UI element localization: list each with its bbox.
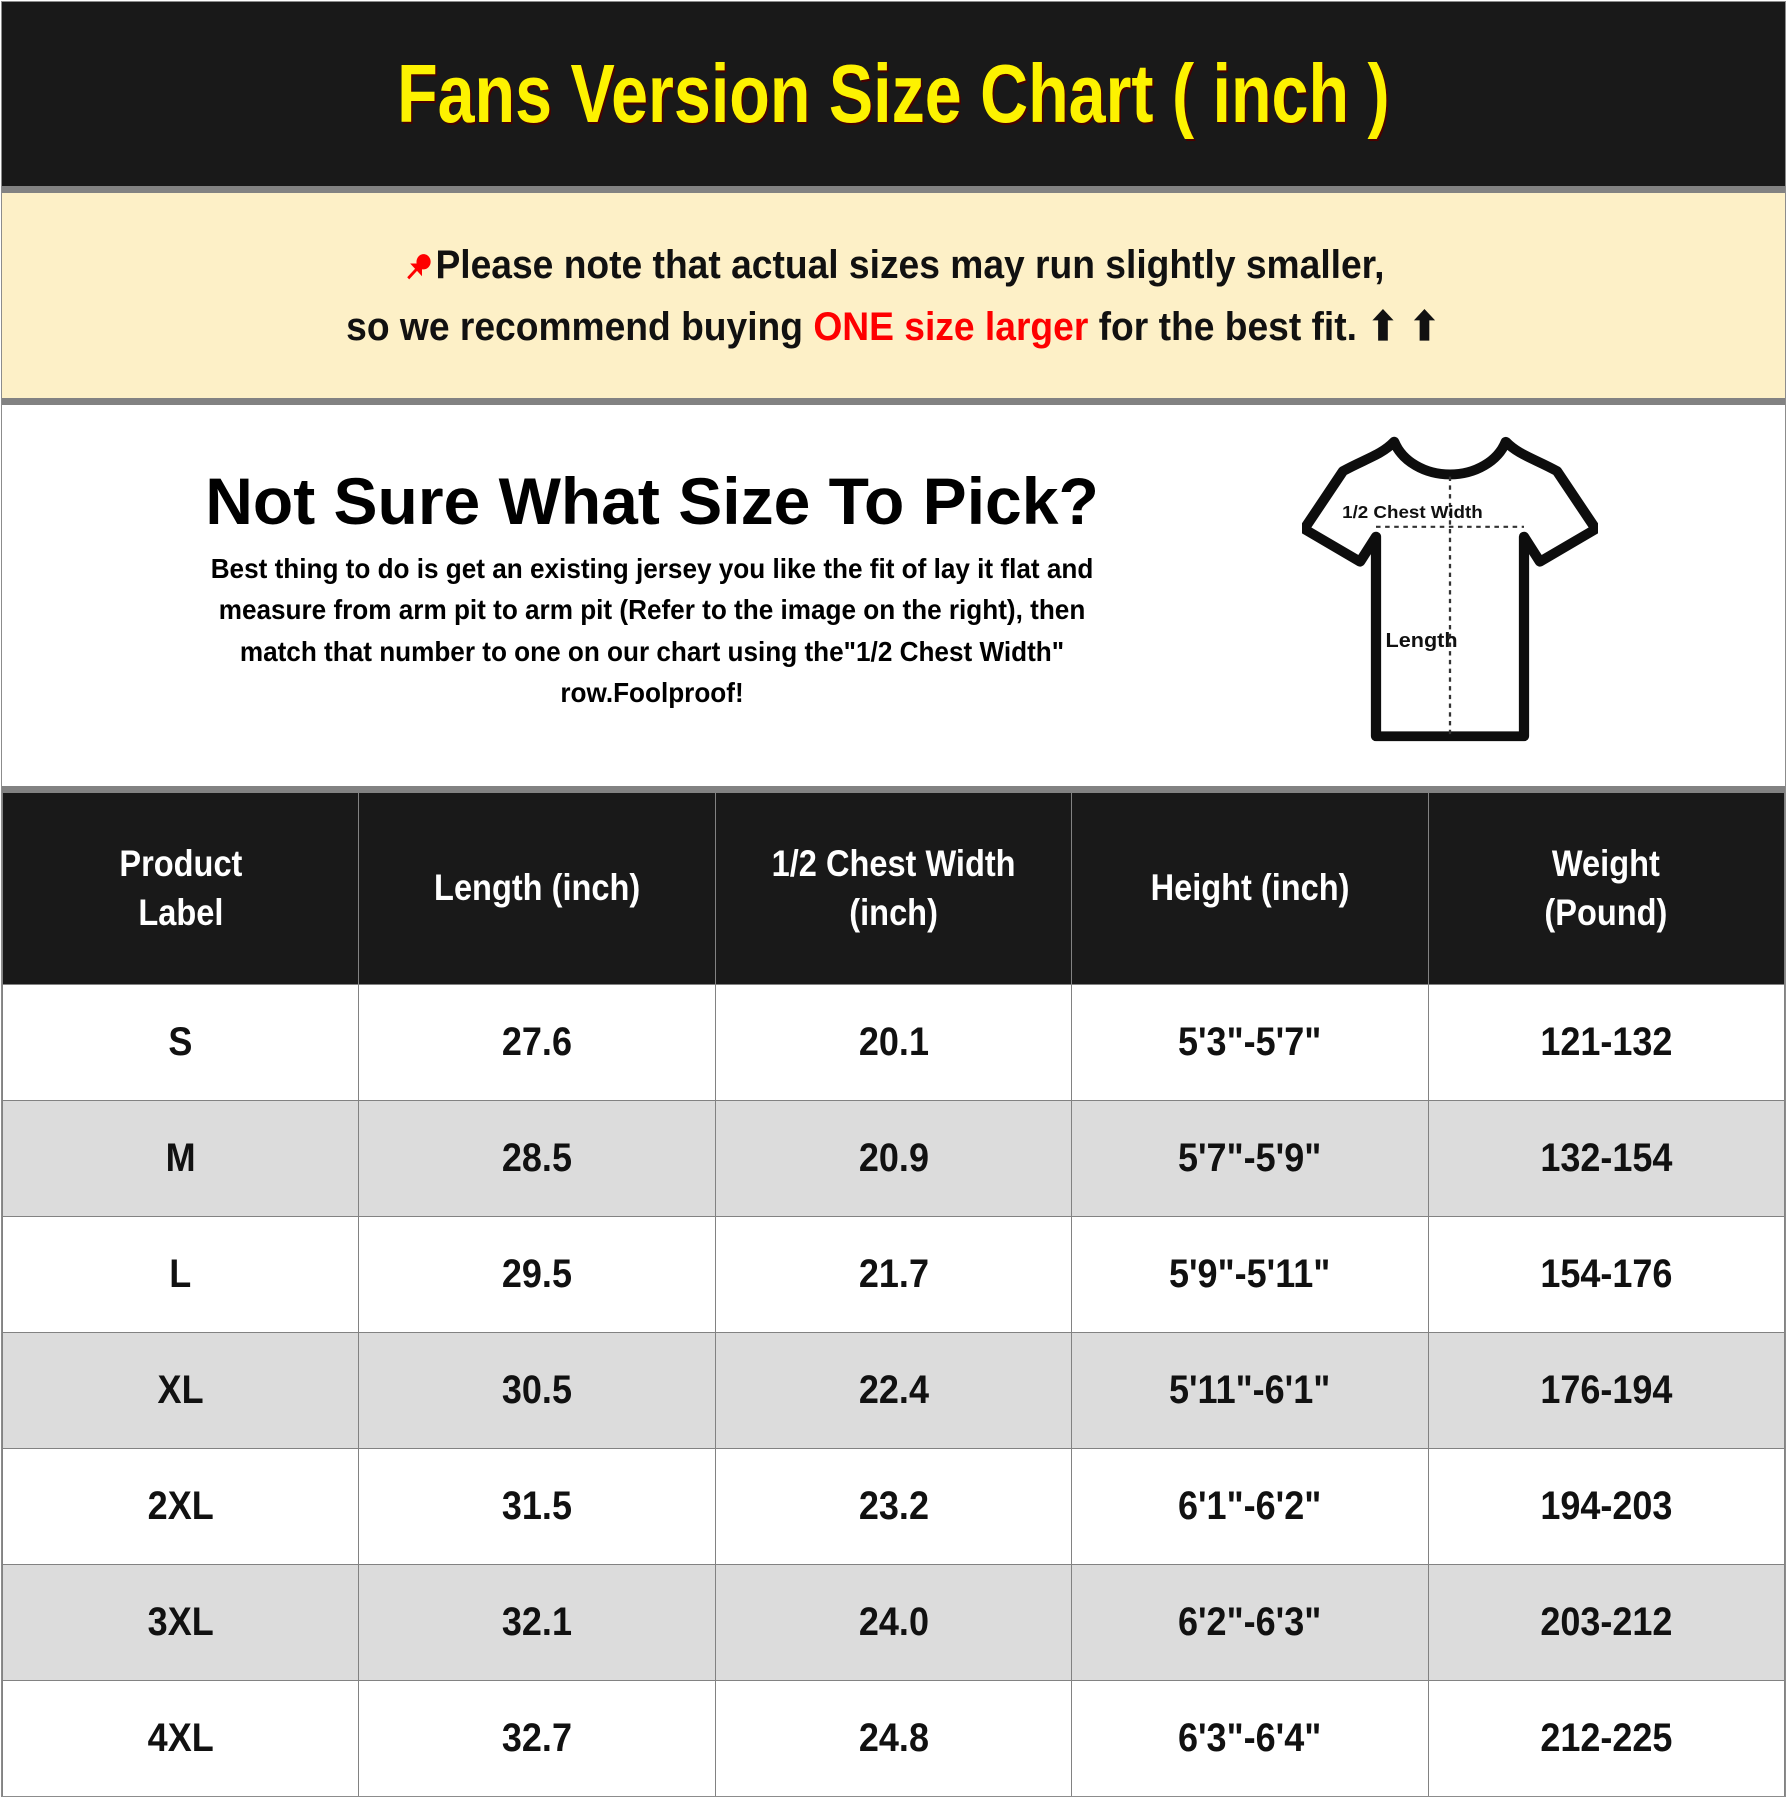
svg-text:1/2 Chest Width: 1/2 Chest Width (1342, 501, 1483, 522)
svg-text:Length: Length (1386, 629, 1458, 652)
